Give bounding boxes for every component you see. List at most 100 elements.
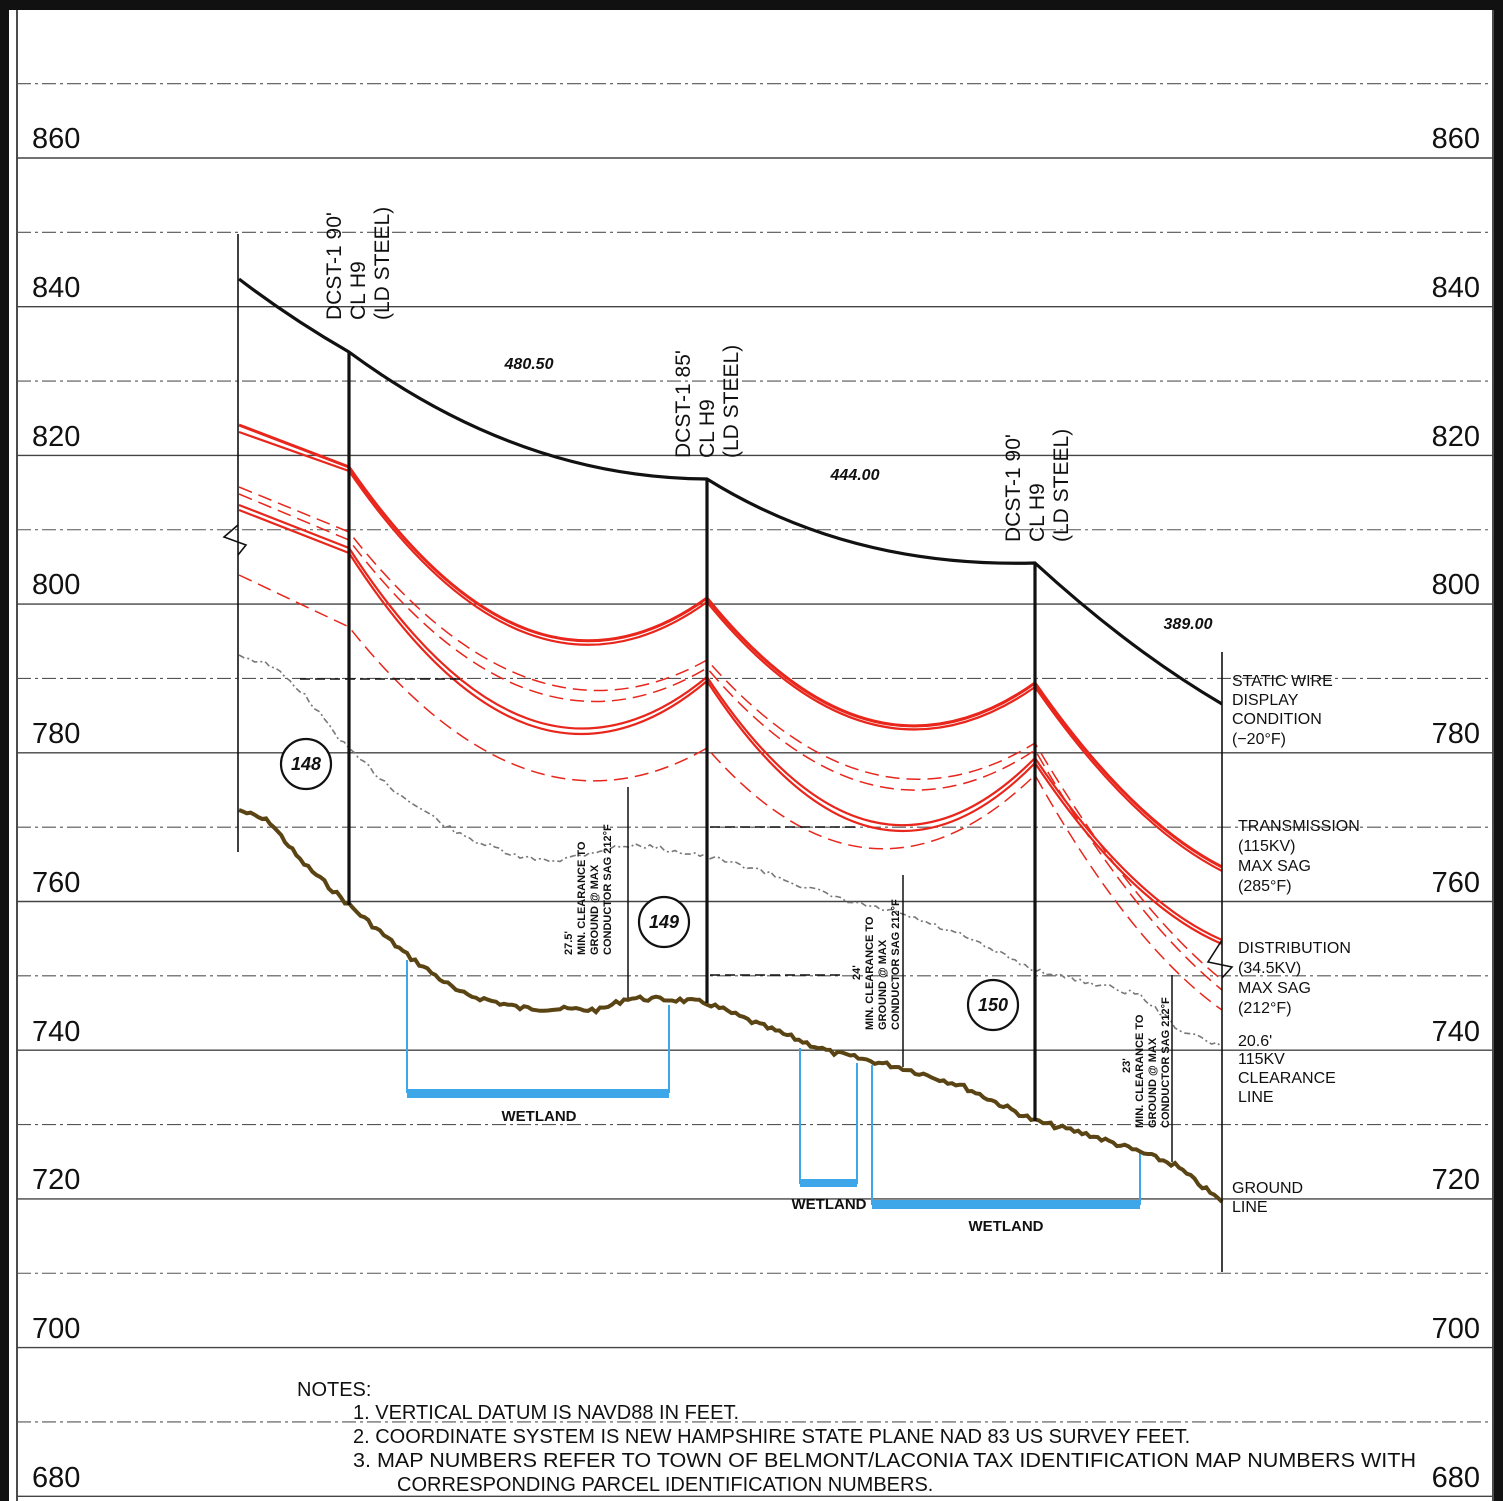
- note-item: CORRESPONDING PARCEL IDENTIFICATION NUMB…: [397, 1474, 933, 1496]
- svg-text:DISTRIBUTION: DISTRIBUTION: [1238, 940, 1351, 957]
- elev-label-right: 740: [1432, 1016, 1480, 1048]
- svg-text:149: 149: [649, 912, 679, 932]
- svg-text:LINE: LINE: [1238, 1089, 1274, 1106]
- elev-label-left: 800: [32, 569, 80, 601]
- elev-label-right: 700: [1432, 1313, 1480, 1345]
- elev-label-left: 680: [32, 1462, 80, 1494]
- span-length: 389.00: [1164, 616, 1213, 633]
- clearance-measurements: [300, 678, 1173, 1162]
- elev-label-right: 800: [1432, 569, 1480, 601]
- svg-text:(LD STEEL): (LD STEEL): [720, 345, 743, 458]
- svg-text:(34.5KV): (34.5KV): [1238, 960, 1301, 977]
- map-number-149: 149: [637, 895, 691, 949]
- svg-text:CONDUCTOR SAG 212°F: CONDUCTOR SAG 212°F: [1160, 997, 1172, 1128]
- svg-text:115KV: 115KV: [1238, 1051, 1285, 1068]
- structure-poles: [347, 352, 1037, 1121]
- elev-label-left: 860: [32, 123, 80, 155]
- svg-text:TRANSMISSION: TRANSMISSION: [1238, 818, 1360, 835]
- svg-text:CL H9: CL H9: [1026, 483, 1049, 542]
- ground-line: [238, 808, 1224, 1204]
- elev-label-right: 860: [1432, 123, 1480, 155]
- svg-text:CONDUCTOR SAG 212°F: CONDUCTOR SAG 212°F: [602, 824, 614, 955]
- svg-text:(−20°F): (−20°F): [1232, 731, 1286, 748]
- note-item: 3. MAP NUMBERS REFER TO TOWN OF BELMONT/…: [353, 1450, 1416, 1472]
- notes-heading: NOTES:: [297, 1379, 371, 1401]
- elev-label-left: 700: [32, 1313, 80, 1345]
- structure-label-2: DCST-1 85' CL H9 (LD STEEL): [672, 345, 743, 458]
- legend-static-wire: STATIC WIRE DISPLAY CONDITION (−20°F): [1232, 673, 1333, 748]
- map-number-148: 148: [279, 737, 333, 791]
- svg-text:20.6': 20.6': [1238, 1033, 1272, 1050]
- svg-text:CONDITION: CONDITION: [1232, 711, 1322, 728]
- svg-text:GROUND @ MAX: GROUND @ MAX: [877, 939, 889, 1030]
- svg-text:GROUND: GROUND: [1232, 1180, 1303, 1197]
- svg-text:MIN. CLEARANCE TO: MIN. CLEARANCE TO: [1134, 1014, 1146, 1128]
- svg-text:148: 148: [291, 754, 321, 774]
- svg-text:MAX SAG: MAX SAG: [1238, 858, 1311, 875]
- sheet-border: [0, 0, 1503, 10]
- profile-limits: [222, 234, 1234, 1272]
- elev-label-right: 820: [1432, 421, 1480, 453]
- svg-text:STATIC WIRE: STATIC WIRE: [1232, 673, 1333, 690]
- clearance-note-1: 27.5' MIN. CLEARANCE TO GROUND @ MAX CON…: [563, 824, 614, 955]
- map-number-150: 150: [966, 978, 1020, 1032]
- elev-label-left: 740: [32, 1016, 80, 1048]
- note-item: 1. VERTICAL DATUM IS NAVD88 IN FEET.: [353, 1402, 739, 1424]
- svg-text:(LD STEEL): (LD STEEL): [1050, 429, 1073, 542]
- svg-text:(LD STEEL): (LD STEEL): [371, 207, 394, 320]
- elevation-labels: 860 840 820 800 780 760 740 720 700 680 …: [32, 123, 1480, 1494]
- elev-label-left: 820: [32, 421, 80, 453]
- clearance-note-2: 24' MIN. CLEARANCE TO GROUND @ MAX CONDU…: [851, 899, 902, 1030]
- svg-text:23': 23': [1121, 1058, 1133, 1073]
- legend-clearance: 20.6' 115KV CLEARANCE LINE: [1238, 1033, 1336, 1106]
- svg-text:(285°F): (285°F): [1238, 878, 1292, 895]
- wetland-1: [406, 960, 670, 1098]
- svg-text:24': 24': [851, 965, 863, 980]
- elev-label-left: 720: [32, 1164, 80, 1196]
- elev-label-right: 780: [1432, 718, 1480, 750]
- legend-ground: GROUND LINE: [1232, 1180, 1303, 1216]
- wetland-label: WETLAND: [969, 1218, 1044, 1235]
- elev-label-right: 720: [1432, 1164, 1480, 1196]
- svg-text:MAX SAG: MAX SAG: [1238, 980, 1311, 997]
- svg-text:(212°F): (212°F): [1238, 1000, 1292, 1017]
- static-wire: [238, 277, 1223, 706]
- svg-text:CL H9: CL H9: [347, 261, 370, 320]
- svg-text:27.5': 27.5': [563, 931, 575, 955]
- elev-label-right: 680: [1432, 1462, 1480, 1494]
- span-length: 444.00: [830, 467, 880, 484]
- svg-text:DCST-1 90': DCST-1 90': [323, 212, 346, 320]
- structure-label-1: DCST-1 90' CL H9 (LD STEEL): [323, 207, 394, 320]
- transmission-conductors: [238, 423, 1223, 946]
- svg-text:DISPLAY: DISPLAY: [1232, 692, 1299, 709]
- wetlands: WETLAND WETLAND WETLAND: [406, 960, 1141, 1235]
- wetland-3: [871, 1065, 1141, 1209]
- svg-text:CL H9: CL H9: [696, 399, 719, 458]
- span-length: 480.50: [504, 356, 554, 373]
- clearance-note-3: 23' MIN. CLEARANCE TO GROUND @ MAX CONDU…: [1121, 997, 1172, 1128]
- svg-text:CLEARANCE: CLEARANCE: [1238, 1070, 1336, 1087]
- elev-label-left: 780: [32, 718, 80, 750]
- svg-text:LINE: LINE: [1232, 1199, 1268, 1216]
- note-item: 2. COORDINATE SYSTEM IS NEW HAMPSHIRE ST…: [353, 1426, 1190, 1448]
- structure-label-3: DCST-1 90' CL H9 (LD STEEL): [1002, 429, 1073, 542]
- svg-text:MIN. CLEARANCE TO: MIN. CLEARANCE TO: [864, 916, 876, 1030]
- clearance-line: [238, 654, 1223, 1048]
- svg-text:(115KV): (115KV): [1238, 838, 1296, 855]
- legend-distribution: DISTRIBUTION (34.5KV) MAX SAG (212°F): [1238, 940, 1351, 1017]
- wetland-label: WETLAND: [502, 1108, 577, 1125]
- elev-label-left: 760: [32, 867, 80, 899]
- elev-label-right: 760: [1432, 867, 1480, 899]
- elev-label-right: 840: [1432, 272, 1480, 304]
- wetland-label: WETLAND: [792, 1196, 867, 1213]
- svg-text:150: 150: [978, 995, 1008, 1015]
- wetland-2: [799, 1048, 858, 1187]
- svg-text:DCST-1 85': DCST-1 85': [672, 350, 695, 458]
- svg-text:MIN. CLEARANCE TO: MIN. CLEARANCE TO: [576, 841, 588, 955]
- notes-block: NOTES: 1. VERTICAL DATUM IS NAVD88 IN FE…: [297, 1379, 1416, 1496]
- svg-text:GROUND @ MAX: GROUND @ MAX: [1147, 1037, 1159, 1128]
- svg-text:CONDUCTOR SAG 212°F: CONDUCTOR SAG 212°F: [890, 899, 902, 1030]
- svg-text:DCST-1 90': DCST-1 90': [1002, 434, 1025, 542]
- elev-label-left: 840: [32, 272, 80, 304]
